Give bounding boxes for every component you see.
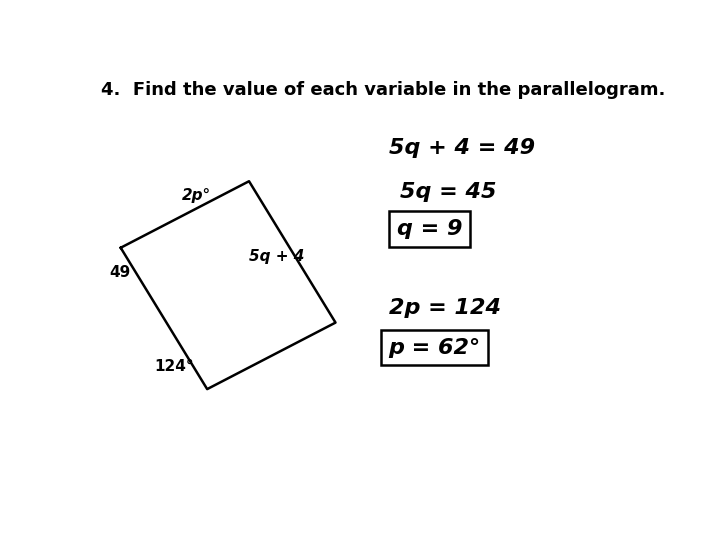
Text: 4.  Find the value of each variable in the parallelogram.: 4. Find the value of each variable in th… — [101, 82, 665, 99]
Text: q = 9: q = 9 — [397, 219, 462, 239]
Text: 2p = 124: 2p = 124 — [389, 298, 500, 318]
Text: 5q + 4 = 49: 5q + 4 = 49 — [389, 138, 535, 158]
Text: p = 62°: p = 62° — [389, 338, 481, 357]
Text: 49: 49 — [109, 265, 131, 280]
Text: 124°: 124° — [154, 359, 194, 374]
Text: 5q + 4: 5q + 4 — [249, 248, 305, 264]
Text: 5q = 45: 5q = 45 — [400, 181, 496, 201]
Text: 2p°: 2p° — [182, 188, 211, 203]
